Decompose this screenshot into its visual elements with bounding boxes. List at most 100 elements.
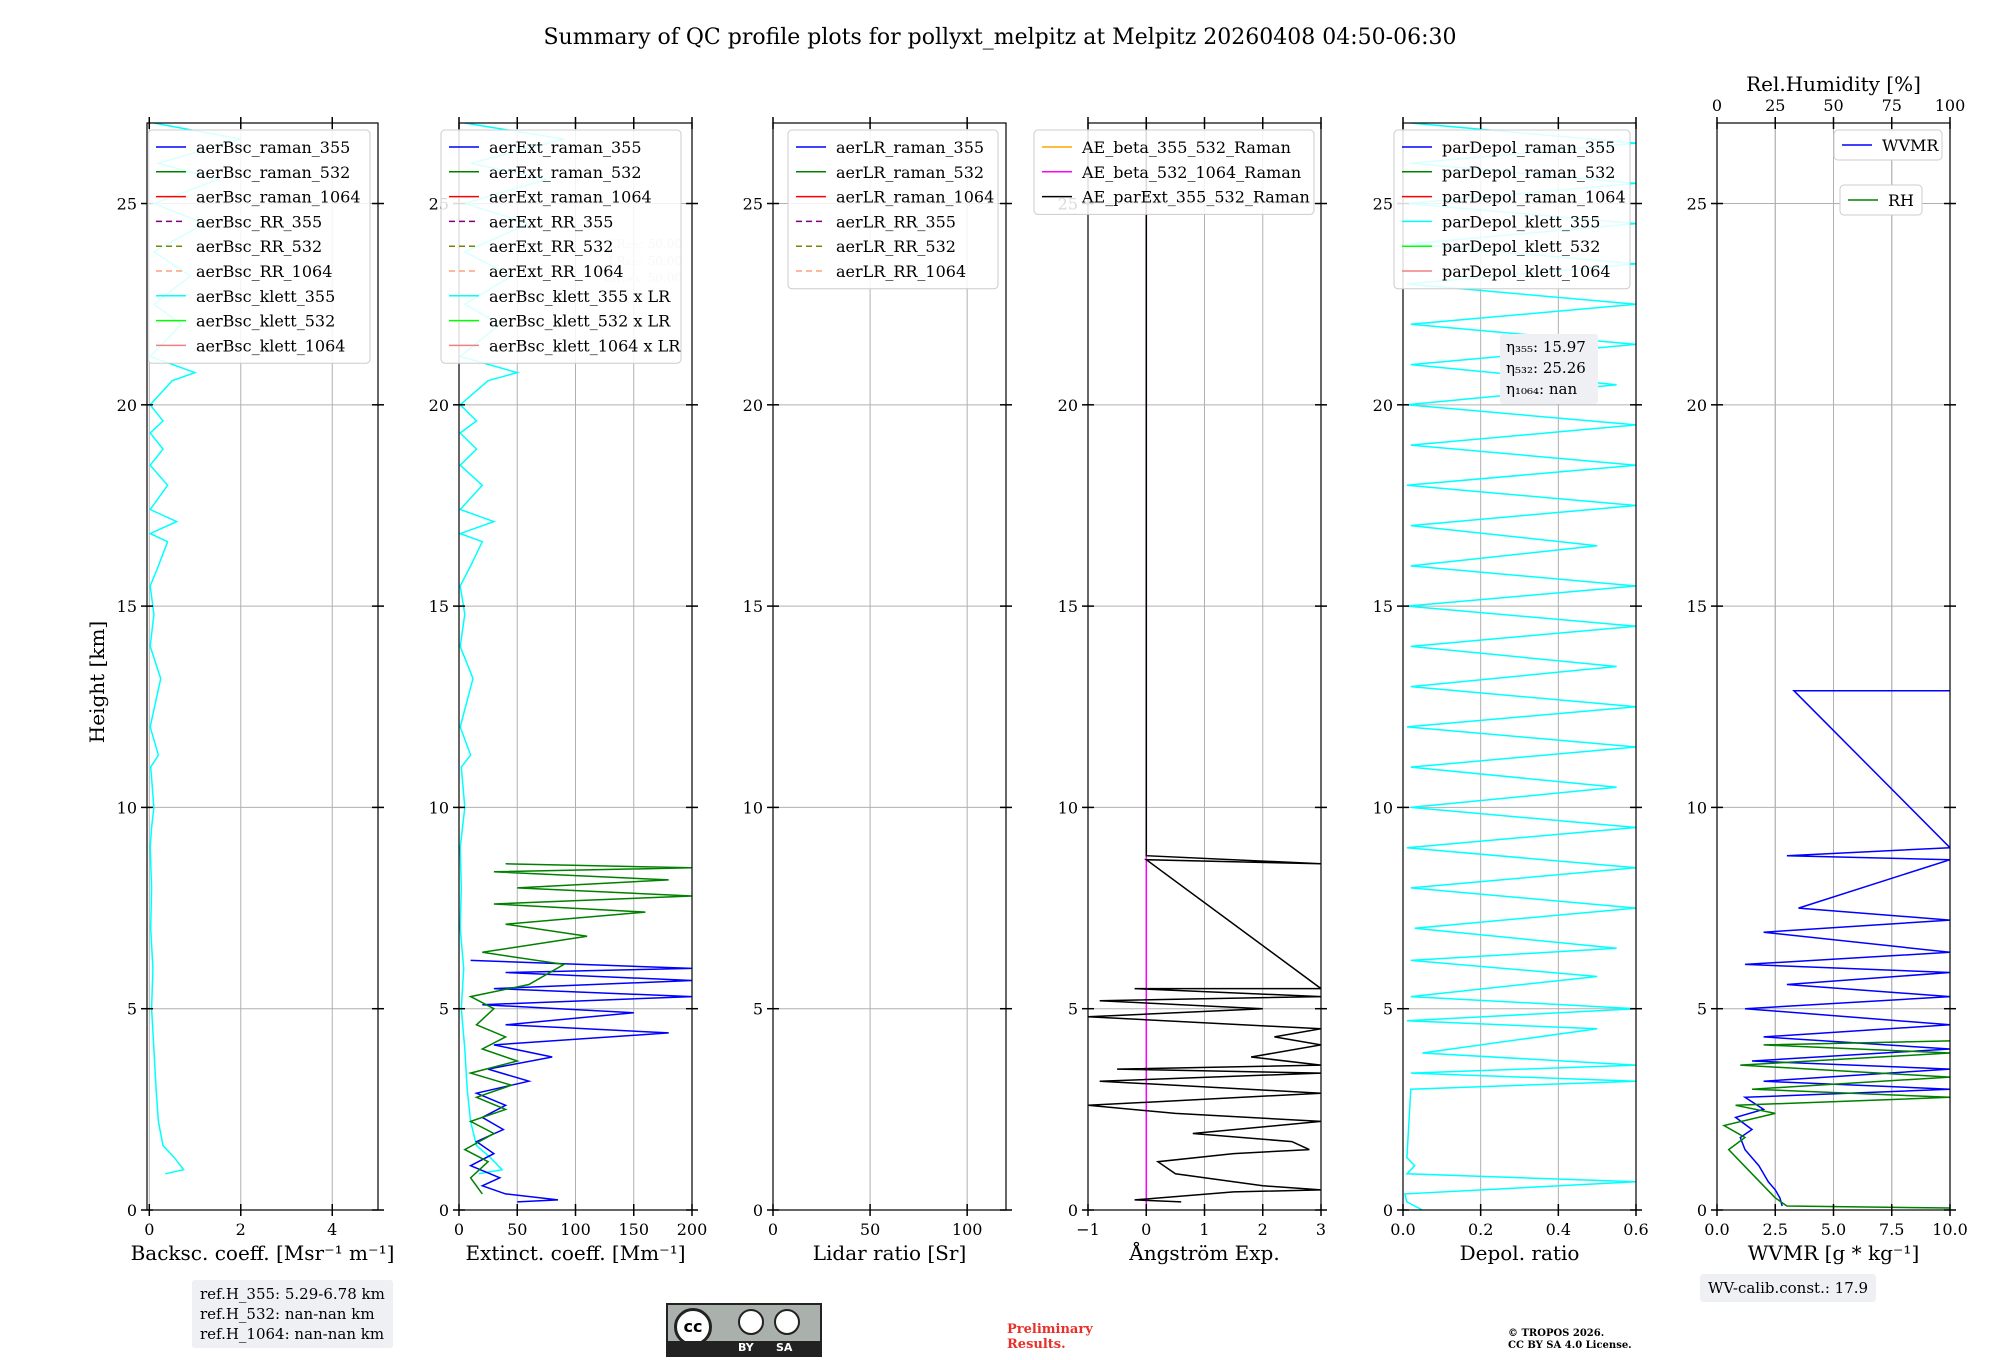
legend-label-4: aerLR_RR_532	[836, 237, 956, 256]
y-tick-label-2: 10	[1373, 798, 1393, 817]
x-tick-label-1: 2.5	[1763, 1220, 1788, 1239]
x-tick-label-1: 50	[507, 1220, 527, 1239]
legend-label-2: AE_parExt_355_532_Raman	[1081, 188, 1310, 207]
y-tick-label-5: 25	[1687, 195, 1707, 214]
legend-label-6: aerBsc_klett_355 x LR	[489, 287, 671, 306]
panel-lidar_ratio: 0 5 10 15 20 25 0 50 100 Lidar ratio [Sr] aerLR_ra…	[743, 117, 1012, 1265]
x-axis-label: Backsc. coeff. [Msr⁻¹ m⁻¹]	[131, 1241, 395, 1265]
y-tick-label-4: 20	[743, 396, 763, 415]
copyright-line-2: CC BY SA 4.0 License.	[1508, 1340, 1632, 1351]
series-AE_parExt_355_532_Raman	[1088, 123, 1321, 1203]
y-tick-label-3: 15	[1373, 597, 1393, 616]
y-tick-label-4: 20	[1373, 396, 1393, 415]
wv-calib-text: WV-calib.const.: 17.9	[1708, 1279, 1869, 1297]
y-tick-label-4: 20	[1058, 396, 1078, 415]
y-tick-label-1: 5	[753, 1000, 763, 1019]
eta-value-0: η₃₅₅: 15.97	[1506, 338, 1586, 356]
panel-wvmr: 0 5 10 15 20 25 0.0 2.5 5.0 7.5 10.0 WVMR [g * kg⁻¹…	[1687, 72, 1968, 1265]
cc-license-badge: cc BY SA	[666, 1303, 822, 1357]
y-tick-label-3: 15	[1687, 597, 1707, 616]
x-axis-label: Depol. ratio	[1460, 1241, 1580, 1265]
x-tick-label-3: 7.5	[1879, 1220, 1904, 1239]
x-tick-label-0: 0	[454, 1220, 464, 1239]
legend-label-2: aerLR_raman_1064	[836, 188, 994, 207]
ref-height-1064: ref.H_1064: nan-nan km	[200, 1325, 385, 1343]
top-x-tick-label-1: 25	[1765, 96, 1785, 115]
x-tick-label-3: 2	[1258, 1220, 1268, 1239]
legend-label-4: parDepol_klett_532	[1442, 237, 1600, 256]
legend-label-5: aerExt_RR_1064	[489, 262, 624, 281]
series-WVMR	[1733, 689, 1950, 1207]
legend-label-1: RH	[1888, 191, 1914, 210]
legend-label-2: aerBsc_raman_1064	[196, 188, 361, 207]
series-aerExt_raman_355	[468, 959, 692, 1203]
legend-label-4: aerExt_RR_532	[489, 237, 613, 256]
cc-by-label: BY	[738, 1341, 754, 1354]
legend-label-3: aerBsc_RR_355	[196, 212, 322, 231]
legend-label-5: parDepol_klett_1064	[1442, 262, 1611, 281]
legend-box	[440, 129, 682, 364]
legend-box	[1393, 129, 1631, 290]
y-tick-label-0: 0	[1383, 1201, 1393, 1220]
y-tick-label-2: 10	[117, 798, 137, 817]
legend-label-1: aerLR_raman_532	[836, 163, 984, 182]
x-tick-label-1: 0.2	[1468, 1220, 1493, 1239]
legend-label-0: aerExt_raman_355	[489, 138, 642, 157]
top-x-tick-label-4: 100	[1935, 96, 1966, 115]
legend-label-0: aerBsc_raman_355	[196, 138, 350, 157]
legend-label-1: parDepol_raman_532	[1442, 163, 1615, 182]
reference-height-box: ref.H_355: 5.29-6.78 km ref.H_532: nan-n…	[192, 1280, 393, 1348]
legend-label-3: parDepol_klett_355	[1442, 212, 1600, 231]
ref-height-355: ref.H_355: 5.29-6.78 km	[200, 1285, 385, 1303]
x-tick-label-0: 0	[144, 1220, 154, 1239]
legend-label-2: aerExt_raman_1064	[489, 188, 652, 207]
axes-frame	[1402, 122, 1637, 1211]
y-tick-label-0: 0	[439, 1201, 449, 1220]
panel-depolarization: 0 5 10 15 20 25 0.0 0.2 0.4 0.6 Depol. ratio η₃₅₅: …	[1373, 117, 1649, 1265]
y-tick-label-1: 5	[127, 1000, 137, 1019]
y-tick-label-5: 25	[1373, 195, 1393, 214]
legend-label-5: aerLR_RR_1064	[836, 262, 966, 281]
y-tick-label-4: 20	[429, 396, 449, 415]
legend-label-1: aerBsc_raman_532	[196, 163, 350, 182]
y-tick-label-0: 0	[1068, 1201, 1078, 1220]
preliminary-note: Preliminary Results.	[1007, 1322, 1093, 1352]
series-aerExt_raman_532	[463, 863, 692, 1195]
y-tick-label-1: 5	[1383, 1000, 1393, 1019]
y-tick-label-5: 25	[117, 195, 137, 214]
x-tick-label-4: 200	[677, 1220, 708, 1239]
attribution-icon	[738, 1309, 764, 1335]
legend-label-2: parDepol_raman_1064	[1442, 188, 1626, 207]
y-tick-label-0: 0	[127, 1201, 137, 1220]
y-tick-label-2: 10	[743, 798, 763, 817]
x-tick-label-2: 1	[1199, 1220, 1209, 1239]
x-tick-label-3: 150	[618, 1220, 649, 1239]
top-x-tick-label-3: 75	[1882, 96, 1902, 115]
axes-frame	[146, 122, 379, 1211]
series-parDepol_klett_355	[1403, 123, 1636, 1210]
x-axis-label: WVMR [g * kg⁻¹]	[1748, 1241, 1920, 1265]
y-tick-label-2: 10	[429, 798, 449, 817]
series-group	[1403, 123, 1636, 1210]
x-tick-label-1: 0	[1141, 1220, 1151, 1239]
y-tick-label-1: 5	[439, 1000, 449, 1019]
series-group	[1721, 689, 1950, 1209]
legend-label-7: aerBsc_klett_532	[196, 312, 335, 331]
x-tick-label-2: 0.4	[1546, 1220, 1571, 1239]
x-tick-label-0: −1	[1076, 1220, 1100, 1239]
x-tick-label-2: 100	[560, 1220, 591, 1239]
x-axis-label: Ångström Exp.	[1128, 1240, 1279, 1265]
x-tick-label-0: 0	[768, 1220, 778, 1239]
y-tick-label-2: 10	[1058, 798, 1078, 817]
eta-value-1: η₅₃₂: 25.26	[1506, 359, 1586, 377]
figure-title: Summary of QC profile plots for pollyxt_…	[543, 25, 1456, 50]
x-axis-label: Extinct. coeff. [Mm⁻¹]	[465, 1241, 685, 1265]
legend-box-0	[1833, 129, 1943, 161]
legend-label-1: AE_beta_532_1064_Raman	[1081, 163, 1301, 182]
eta-value-2: η₁₀₆₄: nan	[1506, 380, 1577, 398]
copyright-line-1: © TROPOS 2026.	[1508, 1328, 1605, 1339]
top-x-tick-label-0: 0	[1712, 96, 1722, 115]
